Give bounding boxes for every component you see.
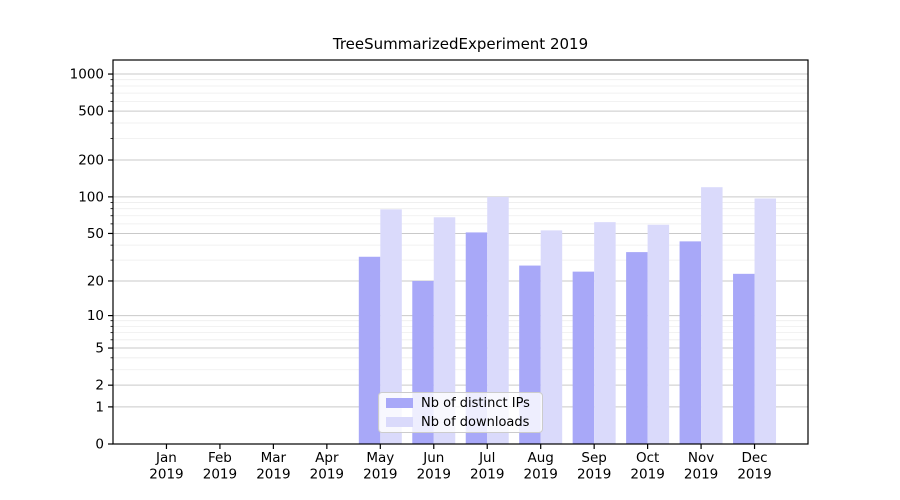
bar-downloads-Dec: [754, 198, 777, 444]
y-tick-label: 0: [95, 437, 104, 453]
bar-downloads-Nov: [701, 187, 723, 444]
plot-border: [112, 59, 809, 445]
legend: Nb of distinct IPs Nb of downloads: [378, 392, 543, 433]
x-tick-label: Feb 2019: [203, 450, 237, 483]
legend-swatch-distinct-ips: [386, 398, 413, 408]
x-tick-label: Nov 2019: [684, 450, 718, 483]
x-tick-label: Oct 2019: [630, 450, 664, 483]
x-tick-label: Jan 2019: [149, 450, 183, 483]
bar-distinct-ips-Sep: [572, 271, 595, 444]
y-tick-label: 500: [78, 104, 104, 120]
y-tick-label: 50: [87, 226, 104, 242]
chart-title: TreeSummarizedExperiment 2019: [332, 35, 589, 53]
y-tick-label: 1: [95, 399, 104, 415]
legend-swatch-downloads: [386, 417, 413, 427]
x-tick-label: May 2019: [363, 450, 397, 483]
bar-downloads-Oct: [647, 224, 670, 444]
legend-label-downloads: Nb of downloads: [421, 414, 530, 430]
bar-downloads-Aug: [540, 230, 563, 444]
x-tick-label: Sep 2019: [577, 450, 611, 483]
bar-distinct-ips-Nov: [679, 241, 702, 444]
legend-item-downloads: Nb of downloads: [386, 415, 535, 430]
y-tick-label: 20: [87, 273, 104, 289]
y-tick-label: 1000: [70, 67, 104, 83]
x-tick-label: Jul 2019: [470, 450, 504, 483]
x-tick-label: Aug 2019: [524, 450, 558, 483]
bar-downloads-May: [380, 209, 402, 444]
y-tick-label: 5: [95, 341, 104, 357]
bar-downloads-Jul: [487, 196, 509, 444]
bar-distinct-ips-Dec: [733, 273, 755, 444]
bar-downloads-Sep: [594, 222, 616, 444]
bar-distinct-ips-Oct: [626, 252, 648, 444]
legend-label-distinct-ips: Nb of distinct IPs: [421, 395, 530, 411]
bar-distinct-ips-Jul: [465, 232, 488, 444]
y-tick-label: 200: [78, 153, 104, 169]
y-tick-label: 10: [87, 308, 104, 324]
bar-distinct-ips-May: [358, 256, 381, 444]
x-tick-label: Mar 2019: [256, 450, 290, 483]
bar-downloads-Jun: [433, 217, 456, 444]
legend-item-distinct-ips: Nb of distinct IPs: [386, 396, 535, 411]
x-tick-label: Apr 2019: [310, 450, 344, 483]
x-tick-label: Jun 2019: [417, 450, 451, 483]
y-tick-label: 100: [78, 189, 104, 205]
y-tick-label: 2: [95, 378, 104, 394]
x-tick-label: Dec 2019: [737, 450, 771, 483]
